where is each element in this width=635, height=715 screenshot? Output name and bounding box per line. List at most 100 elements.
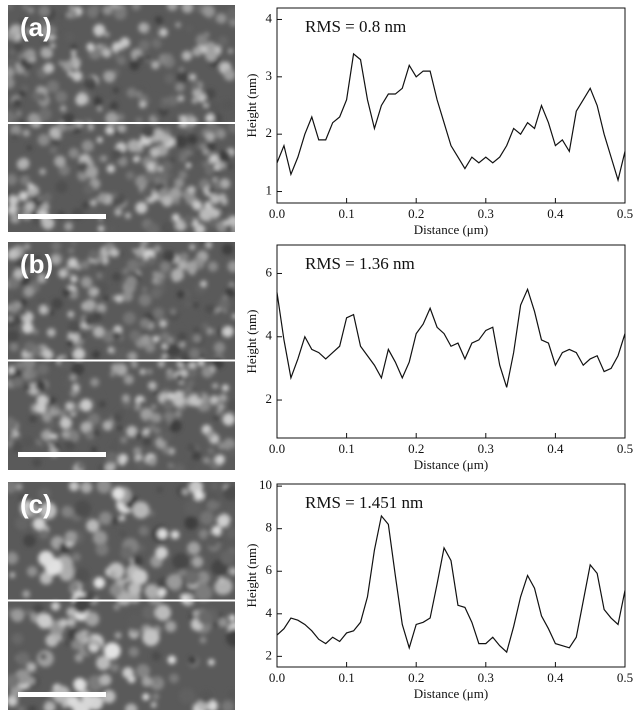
grain — [206, 41, 216, 52]
grain — [142, 428, 150, 436]
grain — [17, 706, 25, 710]
grain — [129, 330, 141, 342]
grain — [61, 701, 69, 708]
grain — [84, 591, 96, 603]
grain — [169, 419, 182, 433]
grain — [8, 418, 18, 432]
y-axis-label: Height (nm) — [244, 310, 259, 374]
grain — [42, 573, 49, 580]
grain — [227, 260, 235, 273]
grain — [99, 674, 112, 686]
grain — [45, 444, 51, 451]
grain — [32, 457, 42, 468]
grain — [61, 430, 70, 439]
grain — [133, 123, 142, 132]
y-tick-label: 2 — [266, 125, 273, 140]
grain — [232, 227, 235, 232]
grain — [205, 131, 216, 142]
grain — [157, 588, 167, 597]
grain — [162, 446, 171, 454]
grain — [114, 208, 123, 216]
grain — [111, 148, 123, 161]
grain — [18, 191, 29, 201]
grain — [15, 256, 28, 270]
grain — [163, 250, 176, 263]
grain — [199, 510, 214, 525]
grain — [163, 411, 175, 422]
grain — [66, 695, 80, 709]
grain — [49, 126, 62, 139]
image-content — [8, 242, 235, 470]
grain — [203, 102, 209, 109]
y-tick-label: 4 — [266, 10, 273, 25]
grain — [79, 333, 86, 340]
grain — [208, 102, 221, 114]
grain — [33, 80, 41, 88]
grain — [35, 380, 47, 392]
grain — [12, 376, 24, 388]
grain — [25, 27, 33, 35]
grain — [174, 135, 188, 148]
grain — [132, 555, 143, 567]
grain — [103, 642, 121, 660]
grain — [158, 188, 169, 198]
grain — [225, 287, 235, 298]
grain — [46, 328, 56, 337]
grain — [189, 243, 196, 251]
grain — [169, 157, 176, 163]
grain — [141, 676, 153, 687]
grain — [124, 703, 138, 710]
grain — [73, 677, 87, 691]
grain — [142, 693, 150, 701]
grain — [196, 393, 203, 400]
grain — [63, 266, 70, 272]
grain — [23, 383, 31, 392]
grain — [204, 303, 215, 314]
grain — [8, 366, 15, 375]
grain — [85, 166, 99, 179]
grain — [11, 633, 24, 645]
grain — [183, 385, 193, 396]
y-tick-label: 1 — [266, 183, 273, 198]
grain — [151, 277, 159, 285]
grain — [117, 124, 125, 132]
grain — [192, 200, 203, 211]
grain — [174, 410, 182, 418]
grain — [79, 398, 93, 412]
grain — [215, 454, 225, 465]
grain — [107, 346, 115, 354]
grain — [97, 225, 105, 232]
grain — [68, 247, 75, 254]
grain — [55, 180, 68, 194]
grain — [23, 286, 35, 298]
grain — [8, 9, 15, 20]
grain — [116, 113, 125, 122]
grain — [10, 608, 25, 623]
grain — [149, 412, 157, 420]
grain — [93, 190, 101, 198]
grain — [67, 257, 79, 269]
grain — [118, 457, 126, 466]
grain — [81, 140, 94, 153]
grain — [46, 80, 60, 93]
grain — [211, 208, 221, 218]
grain — [36, 363, 49, 376]
grain — [181, 5, 194, 14]
grain — [80, 482, 93, 494]
grain — [179, 150, 189, 160]
grain — [100, 155, 108, 163]
grain — [207, 700, 218, 710]
grain — [21, 368, 34, 381]
grain — [178, 170, 188, 180]
grain — [225, 224, 233, 232]
grain — [96, 136, 103, 144]
grain — [184, 300, 192, 308]
grain — [71, 362, 85, 376]
grain — [84, 299, 96, 311]
grain — [212, 383, 219, 389]
grain — [212, 357, 224, 369]
grain — [228, 122, 235, 134]
grain — [15, 360, 25, 370]
image-content — [8, 5, 235, 232]
grain — [217, 442, 226, 450]
